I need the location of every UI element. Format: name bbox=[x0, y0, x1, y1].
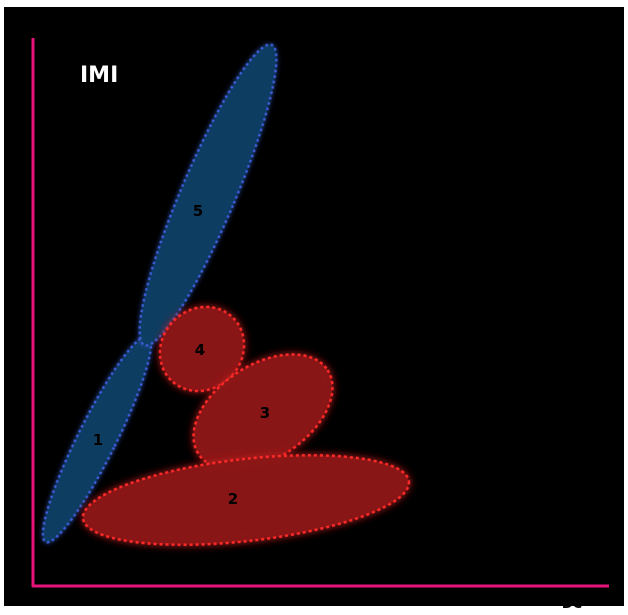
region-ellipse-4 bbox=[158, 305, 246, 393]
region-ellipse-5 bbox=[138, 43, 278, 347]
region-label-5: 5 bbox=[193, 202, 203, 220]
region-label-4: 4 bbox=[195, 341, 205, 359]
y-axis-label: RF bbox=[14, 53, 29, 72]
region-ellipse-3 bbox=[192, 353, 334, 471]
region-label-1: 1 bbox=[93, 431, 103, 449]
region-ellipse-1 bbox=[41, 334, 153, 544]
region-ellipse-2 bbox=[81, 453, 411, 547]
region-label-3: 3 bbox=[260, 404, 270, 422]
region-label-2: 2 bbox=[228, 490, 238, 508]
diagram-title: IMI bbox=[80, 63, 118, 88]
x-axis-label: DC bbox=[562, 597, 582, 612]
